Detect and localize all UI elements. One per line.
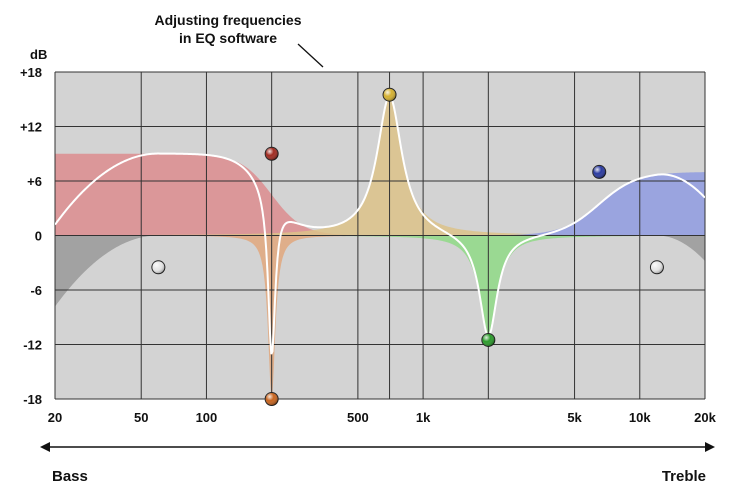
y-tick-label: +18 bbox=[20, 65, 42, 80]
band-handle-highpass[interactable] bbox=[151, 260, 166, 275]
annotation-pointer bbox=[297, 43, 324, 68]
x-tick-label: 20k bbox=[694, 410, 716, 425]
range-label-bass: Bass bbox=[52, 468, 88, 485]
x-tick-label: 20 bbox=[48, 410, 62, 425]
grid bbox=[54, 71, 706, 400]
response-curve bbox=[55, 95, 705, 355]
y-tick-label: +12 bbox=[20, 120, 42, 135]
x-tick-label: 10k bbox=[629, 410, 651, 425]
band-handle-dip[interactable] bbox=[481, 332, 496, 347]
annotation-line-2: in EQ software bbox=[179, 30, 277, 46]
band-handle-peak[interactable] bbox=[382, 87, 397, 102]
band-handle-lowshelf[interactable] bbox=[264, 146, 279, 161]
x-tick-label: 1k bbox=[416, 410, 431, 425]
band-fill-highpass bbox=[55, 235, 705, 307]
y-tick-label: -6 bbox=[30, 283, 42, 298]
range-label-treble: Treble bbox=[662, 468, 706, 485]
band-handle-highshelf[interactable] bbox=[592, 164, 607, 179]
band-handle-notch[interactable] bbox=[264, 392, 279, 406]
x-tick-label: 100 bbox=[196, 410, 218, 425]
y-tick-label: -12 bbox=[23, 338, 42, 353]
band-handle-lowpass[interactable] bbox=[649, 260, 664, 275]
y-axis-label: dB bbox=[30, 47, 47, 62]
x-tick-label: 500 bbox=[347, 410, 369, 425]
x-tick-label: 5k bbox=[567, 410, 582, 425]
y-tick-label: 0 bbox=[35, 229, 42, 244]
y-tick-label: +6 bbox=[27, 174, 42, 189]
x-tick-label: 50 bbox=[134, 410, 148, 425]
y-tick-label: -18 bbox=[23, 392, 42, 407]
band-fill-lowshelf bbox=[55, 153, 705, 236]
range-arrow bbox=[40, 442, 715, 452]
annotation-line-1: Adjusting frequencies bbox=[154, 12, 301, 28]
band-fill-peak bbox=[55, 94, 705, 236]
